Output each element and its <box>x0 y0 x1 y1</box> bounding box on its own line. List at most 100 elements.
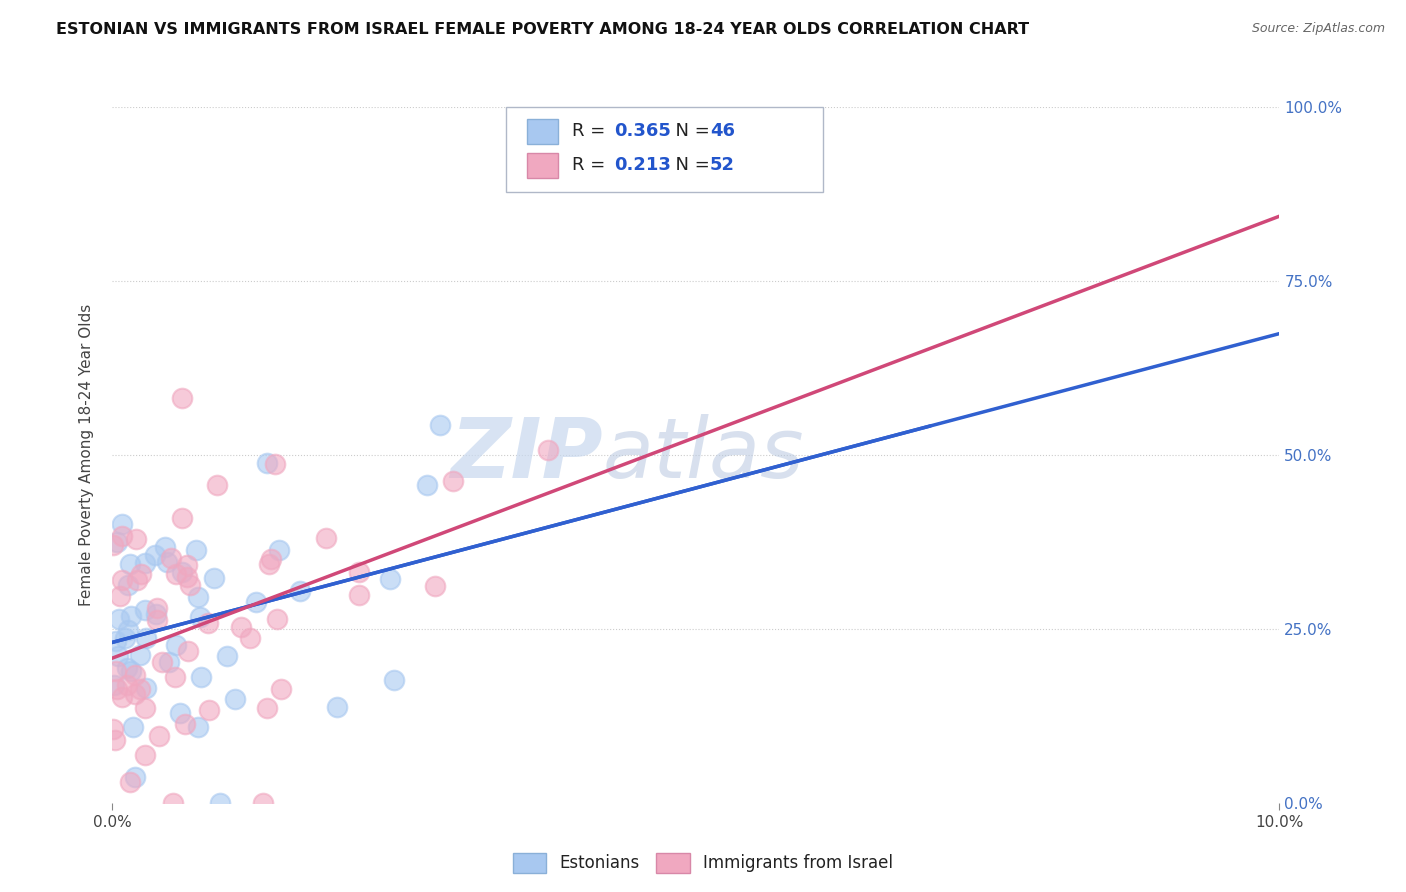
Point <box>264 458 287 472</box>
Point <box>188 610 211 624</box>
Point <box>134 701 156 715</box>
Point <box>259 552 281 566</box>
Point <box>118 557 141 571</box>
Point <box>145 600 167 615</box>
Point <box>105 682 128 697</box>
Point <box>124 770 146 784</box>
Point <box>270 681 292 696</box>
Point <box>252 796 274 810</box>
Point <box>429 418 451 433</box>
Point <box>190 669 212 683</box>
Text: ESTONIAN VS IMMIGRANTS FROM ISRAEL FEMALE POVERTY AMONG 18-24 YEAR OLDS CORRELAT: ESTONIAN VS IMMIGRANTS FROM ISRAEL FEMAL… <box>56 22 1029 37</box>
Point <box>266 612 288 626</box>
Point <box>111 516 134 531</box>
Point <box>187 591 209 605</box>
Point <box>145 607 167 622</box>
Text: R =: R = <box>572 122 612 140</box>
Point <box>160 551 183 566</box>
Point <box>163 670 186 684</box>
Text: atlas: atlas <box>603 415 804 495</box>
Point <box>157 655 180 669</box>
Point <box>162 796 184 810</box>
Point <box>156 555 179 569</box>
Point <box>416 477 439 491</box>
Point <box>122 720 145 734</box>
Text: N =: N = <box>664 122 716 140</box>
Point <box>120 665 142 679</box>
Point <box>128 682 150 697</box>
Point <box>174 716 197 731</box>
Point <box>441 474 464 488</box>
Point <box>101 722 124 736</box>
Point <box>187 720 209 734</box>
Point <box>107 612 129 626</box>
Point <box>186 543 208 558</box>
Text: 0.213: 0.213 <box>614 156 671 174</box>
Point <box>256 456 278 470</box>
Point <box>202 571 225 585</box>
Point <box>129 567 152 582</box>
Point <box>115 678 138 692</box>
Point <box>107 649 129 664</box>
Point <box>290 584 312 599</box>
Point <box>229 620 252 634</box>
Point <box>134 557 156 571</box>
Point <box>124 687 146 701</box>
Point <box>148 729 170 743</box>
Point <box>101 538 124 552</box>
Point <box>135 631 157 645</box>
Point <box>217 648 239 663</box>
Point <box>378 572 401 586</box>
Text: R =: R = <box>572 156 612 174</box>
Point <box>315 531 337 545</box>
Point <box>155 540 177 554</box>
Text: Source: ZipAtlas.com: Source: ZipAtlas.com <box>1251 22 1385 36</box>
Point <box>197 615 219 630</box>
Point <box>134 747 156 762</box>
Point <box>150 656 173 670</box>
Point <box>115 661 138 675</box>
Point <box>205 477 228 491</box>
Point <box>325 699 347 714</box>
Point <box>118 775 141 789</box>
Point <box>349 589 371 603</box>
Point <box>165 638 187 652</box>
Point <box>349 565 371 579</box>
Point <box>114 631 136 645</box>
Point <box>165 566 187 581</box>
Point <box>382 673 405 687</box>
Point <box>198 703 221 717</box>
Point <box>224 692 246 706</box>
Point <box>537 443 560 458</box>
Point <box>245 595 267 609</box>
Text: ZIP: ZIP <box>450 415 603 495</box>
Text: N =: N = <box>664 156 716 174</box>
Legend: Estonians, Immigrants from Israel: Estonians, Immigrants from Israel <box>506 847 900 880</box>
Point <box>104 634 127 648</box>
Point <box>108 589 131 603</box>
Point <box>120 609 142 624</box>
Point <box>177 644 200 658</box>
Point <box>124 667 146 681</box>
Text: 0.365: 0.365 <box>614 122 671 140</box>
Point <box>129 648 152 662</box>
Point <box>257 558 280 572</box>
Point <box>104 733 127 747</box>
Point <box>176 558 198 572</box>
Text: 52: 52 <box>710 156 735 174</box>
Y-axis label: Female Poverty Among 18-24 Year Olds: Female Poverty Among 18-24 Year Olds <box>79 304 94 606</box>
Point <box>179 578 201 592</box>
Point <box>423 579 446 593</box>
Point <box>145 613 167 627</box>
Point <box>111 529 134 543</box>
Point <box>134 603 156 617</box>
Point <box>103 678 125 692</box>
Point <box>127 573 149 587</box>
Point <box>105 535 128 549</box>
Point <box>105 665 128 679</box>
Point <box>111 574 134 588</box>
Point <box>143 549 166 563</box>
Point <box>176 570 198 584</box>
Point <box>170 391 193 405</box>
Point <box>169 706 191 721</box>
